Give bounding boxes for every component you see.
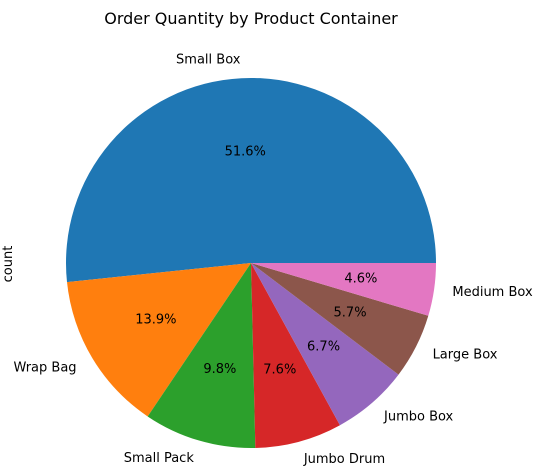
pie-slice-jumbo-drum	[251, 263, 340, 448]
pie-slice-small-pack	[147, 263, 256, 449]
y-axis-label: count	[1, 246, 16, 283]
slice-label-small-box: Small Box	[176, 52, 241, 67]
slice-label-small-pack: Small Pack	[124, 451, 195, 466]
pie-slice-jumbo-box	[251, 263, 399, 426]
slice-percent-large-box: 5.7%	[334, 306, 367, 321]
pie-slice-large-box	[251, 263, 429, 375]
pie-labels: Small Box 51.6% Wrap Bag 13.9% Small Pack 9.8…	[13, 52, 533, 467]
pie-slice-small-box	[66, 77, 436, 283]
slice-label-large-box: Large Box	[433, 347, 498, 362]
slice-percent-wrap-bag: 13.9%	[135, 313, 176, 328]
slice-percent-medium-box: 4.6%	[344, 272, 377, 287]
slice-percent-jumbo-box: 6.7%	[307, 340, 340, 355]
slice-label-medium-box: Medium Box	[452, 285, 533, 300]
slice-percent-small-box: 51.6%	[225, 145, 266, 160]
slice-percent-jumbo-drum: 7.6%	[263, 363, 296, 378]
pie-slices	[66, 77, 436, 449]
slice-percent-small-pack: 9.8%	[203, 362, 236, 377]
slice-label-wrap-bag: Wrap Bag	[13, 360, 76, 375]
chart-title: Order Quantity by Product Container	[104, 9, 398, 28]
slice-label-jumbo-drum: Jumbo Drum	[303, 452, 385, 467]
pie-slice-medium-box	[251, 263, 436, 316]
slice-label-jumbo-box: Jumbo Box	[383, 410, 454, 425]
pie-slice-wrap-bag	[67, 263, 251, 417]
